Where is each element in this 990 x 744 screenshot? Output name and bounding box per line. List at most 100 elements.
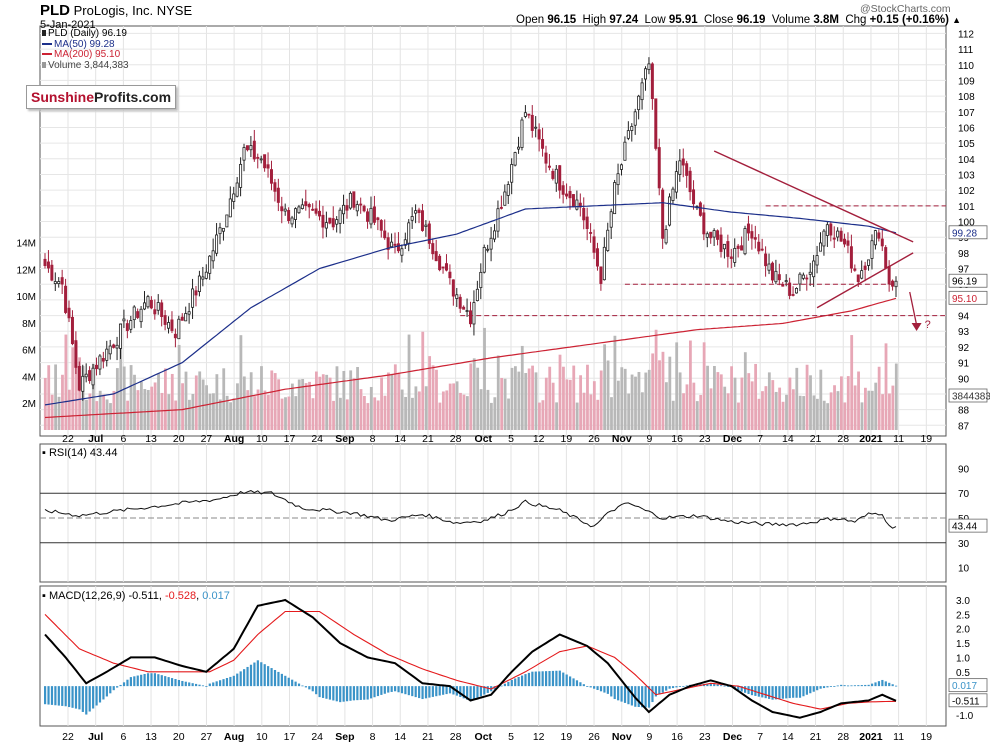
macd-histogram-bar (469, 686, 472, 702)
macd-histogram-bar (551, 670, 555, 687)
candle-body (465, 310, 469, 312)
macd-histogram-bar (349, 686, 352, 701)
macd-histogram-bar (129, 677, 132, 687)
candle-body (108, 345, 112, 355)
macd-histogram-bar (47, 686, 50, 705)
macd-histogram-bar (805, 686, 808, 695)
price-y-tick: 87 (958, 421, 970, 432)
macd-histogram-bar (297, 683, 301, 687)
macd-panel (39, 585, 947, 727)
ma200-last-tag-text: 95.10 (952, 294, 977, 305)
volume-bar (874, 382, 878, 430)
candle-body (129, 320, 133, 330)
volume-bar (575, 402, 579, 430)
volume-bar (167, 394, 171, 430)
ma50-last-tag: 99.28 (948, 225, 988, 239)
volume-last-tag: 3844383 (948, 388, 990, 403)
candle-body (43, 258, 47, 266)
macd-histogram-bar (270, 668, 273, 687)
volume-bar (67, 389, 71, 430)
volume-bar (164, 368, 167, 430)
volume-bar (664, 382, 668, 430)
macd-histogram-bar (424, 686, 428, 699)
volume-bar (836, 391, 840, 430)
volume-bar (503, 378, 507, 430)
x-tick-label: 27 (201, 433, 213, 445)
candle-body (791, 294, 795, 296)
macd-histogram-bar (671, 686, 675, 689)
macd-histogram-bar (88, 686, 91, 712)
candle-body (314, 208, 318, 214)
candle-body (407, 222, 411, 244)
candle-body (427, 223, 431, 244)
candle-body (887, 266, 891, 285)
candle-body (297, 206, 301, 214)
macd-histogram-bar (774, 686, 778, 700)
candle-body (328, 217, 332, 224)
macd-histogram-bar (61, 686, 64, 706)
macd-histogram-bar (891, 684, 894, 687)
macd-histogram-bar (325, 686, 328, 699)
x-tick-label: Sep (335, 433, 354, 445)
macd-histogram-bar (335, 686, 338, 702)
volume-bar (146, 389, 150, 430)
candle-body (705, 233, 709, 238)
macd-histogram-bar (191, 683, 194, 687)
candle-body (585, 216, 589, 230)
x-tick-label-bottom: 2021 (859, 731, 883, 743)
volume-bar (71, 347, 75, 430)
candle-body (369, 207, 373, 225)
price-y-tick: 102 (958, 186, 975, 197)
volume-bar (867, 390, 871, 430)
volume-bar (201, 379, 205, 430)
candle-body (832, 237, 836, 240)
volume-bar (767, 372, 771, 430)
macd-histogram-bar (153, 673, 157, 687)
candle-body (486, 248, 490, 251)
x-tick-label: 13 (145, 433, 157, 445)
macd-histogram-bar (394, 686, 397, 692)
volume-bar (747, 373, 751, 430)
rsi-line (44, 490, 897, 529)
x-tick-label-bottom: 16 (671, 731, 683, 743)
macd-histogram-bar (81, 686, 84, 712)
macd-histogram-bar (627, 686, 630, 705)
candle-body (300, 204, 304, 209)
volume-bar (524, 373, 528, 430)
macd-histogram-bar (376, 686, 380, 697)
candle-body (414, 210, 418, 214)
candle-body (499, 206, 503, 209)
macd-histogram-bar (596, 686, 599, 691)
volume-bar (541, 400, 545, 430)
candle-body (149, 299, 153, 309)
ma50-last-tag-text: 99.28 (952, 228, 977, 239)
x-tick-label-bottom: 10 (256, 731, 268, 743)
candle-body (462, 306, 466, 310)
macd-histogram-bar (555, 670, 558, 687)
volume-bar (538, 402, 541, 430)
volume-bar (870, 390, 874, 430)
macd-histogram-bar (291, 679, 294, 687)
candle-body (259, 158, 263, 161)
candle-body (280, 206, 284, 212)
macd-last-tag: -0.511 (948, 693, 988, 707)
candle-body (263, 154, 267, 169)
macd-histogram-bar (798, 686, 802, 698)
volume-bar (544, 377, 548, 430)
volume-bar (764, 386, 768, 430)
candle-body (661, 189, 665, 239)
volume-bar (555, 402, 558, 430)
candle-body (441, 266, 445, 269)
macd-histogram-bar (143, 673, 146, 687)
x-tick-label: 16 (671, 433, 683, 445)
candle-body (592, 236, 596, 253)
macd-histogram-bar (136, 675, 139, 687)
question-mark: ? (925, 319, 931, 331)
macd-histogram-bar (232, 675, 235, 687)
rsi-label: ▪ RSI(14) 43.44 (42, 447, 118, 459)
x-tick-label-bottom: 9 (647, 731, 653, 743)
macd-histogram-bar (301, 685, 304, 687)
candle-body (211, 250, 215, 262)
volume-bar (294, 396, 298, 430)
candle-body (606, 229, 610, 251)
